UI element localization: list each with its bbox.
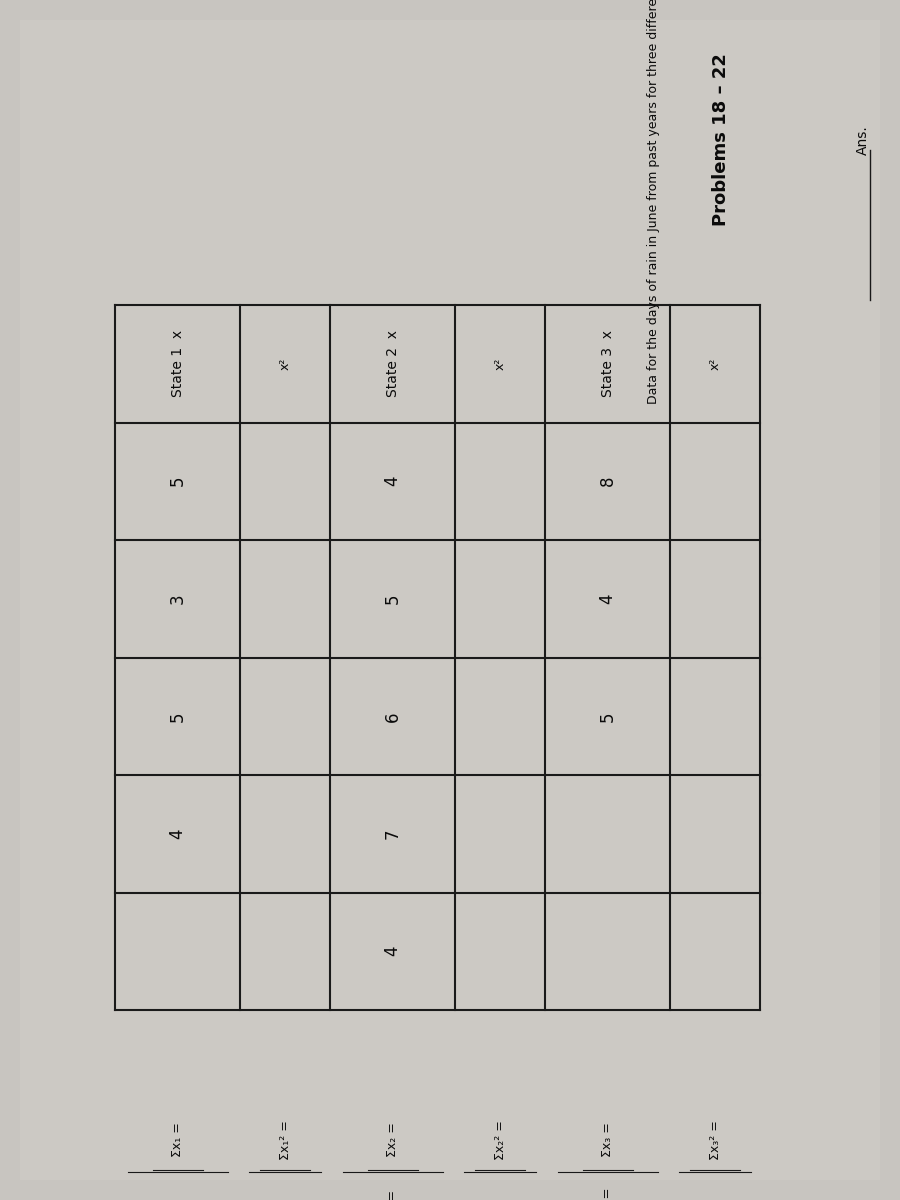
Text: x²: x² (494, 358, 507, 370)
Text: Ans.: Ans. (856, 125, 870, 155)
Text: 5: 5 (598, 710, 616, 721)
Text: 7: 7 (383, 828, 401, 839)
Text: Problems 18 – 22: Problems 18 – 22 (712, 54, 730, 227)
Text: Σx₁ =: Σx₁ = (171, 1122, 184, 1158)
Text: Σx₂² =: Σx₂² = (494, 1120, 507, 1160)
Text: Σx₃ =: Σx₃ = (601, 1122, 614, 1158)
Text: 4: 4 (598, 594, 616, 604)
Text: Data for the days of rain in June from past years for three different states are: Data for the days of rain in June from p… (647, 0, 660, 404)
Text: State 2  x: State 2 x (386, 330, 400, 397)
Text: State 3  x: State 3 x (600, 330, 615, 397)
Text: 4: 4 (383, 476, 401, 486)
Text: Σx₃² =: Σx₃² = (708, 1120, 722, 1160)
Text: Σxtot =: Σxtot = (386, 1190, 400, 1200)
Text: State 1  x: State 1 x (171, 330, 184, 397)
Text: Σx₁² =: Σx₁² = (279, 1120, 292, 1160)
Text: 5: 5 (383, 594, 401, 604)
Text: 3: 3 (168, 594, 186, 604)
Text: 5: 5 (168, 476, 186, 486)
Text: 5: 5 (168, 710, 186, 721)
Text: Σxtot² =: Σxtot² = (601, 1187, 614, 1200)
Text: Σx₂ =: Σx₂ = (386, 1122, 400, 1158)
Text: 8: 8 (598, 476, 616, 486)
Text: 4: 4 (383, 946, 401, 956)
Text: 6: 6 (383, 710, 401, 721)
Text: x²: x² (708, 358, 722, 370)
Text: x²: x² (279, 358, 292, 370)
Text: 4: 4 (168, 828, 186, 839)
